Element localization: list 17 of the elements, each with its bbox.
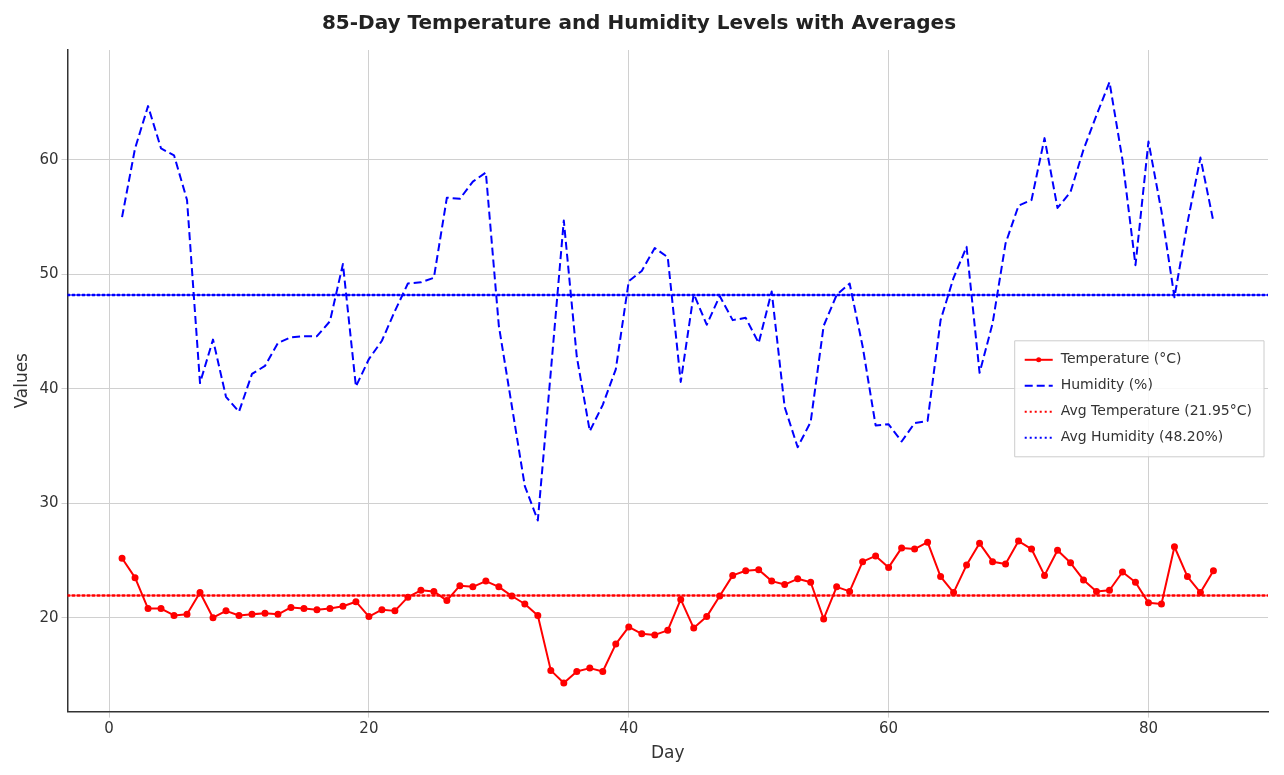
y-tick-label: 20 bbox=[39, 607, 59, 626]
y-axis-title: Values bbox=[10, 352, 31, 409]
x-axis-title: Day bbox=[650, 742, 685, 763]
x-tick-label: 40 bbox=[619, 719, 639, 738]
y-tick-label: 50 bbox=[39, 264, 59, 283]
legend-label: Avg Temperature (21.95°C) bbox=[1060, 402, 1253, 419]
y-tick-label: 60 bbox=[39, 149, 59, 168]
legend-label: Temperature (°C) bbox=[1059, 350, 1182, 367]
x-tick-label: 60 bbox=[879, 719, 899, 738]
y-tick-label: 40 bbox=[39, 378, 59, 397]
legend-label: Humidity (%) bbox=[1060, 376, 1153, 393]
legend-label: Avg Humidity (48.20%) bbox=[1060, 428, 1224, 445]
x-tick-label: 0 bbox=[104, 719, 114, 738]
x-tick-label: 20 bbox=[359, 719, 379, 738]
y-tick-label: 30 bbox=[39, 493, 59, 512]
x-tick-label: 80 bbox=[1138, 719, 1159, 738]
chart-title: 85-Day Temperature and Humidity Levels with Averages bbox=[321, 10, 957, 35]
